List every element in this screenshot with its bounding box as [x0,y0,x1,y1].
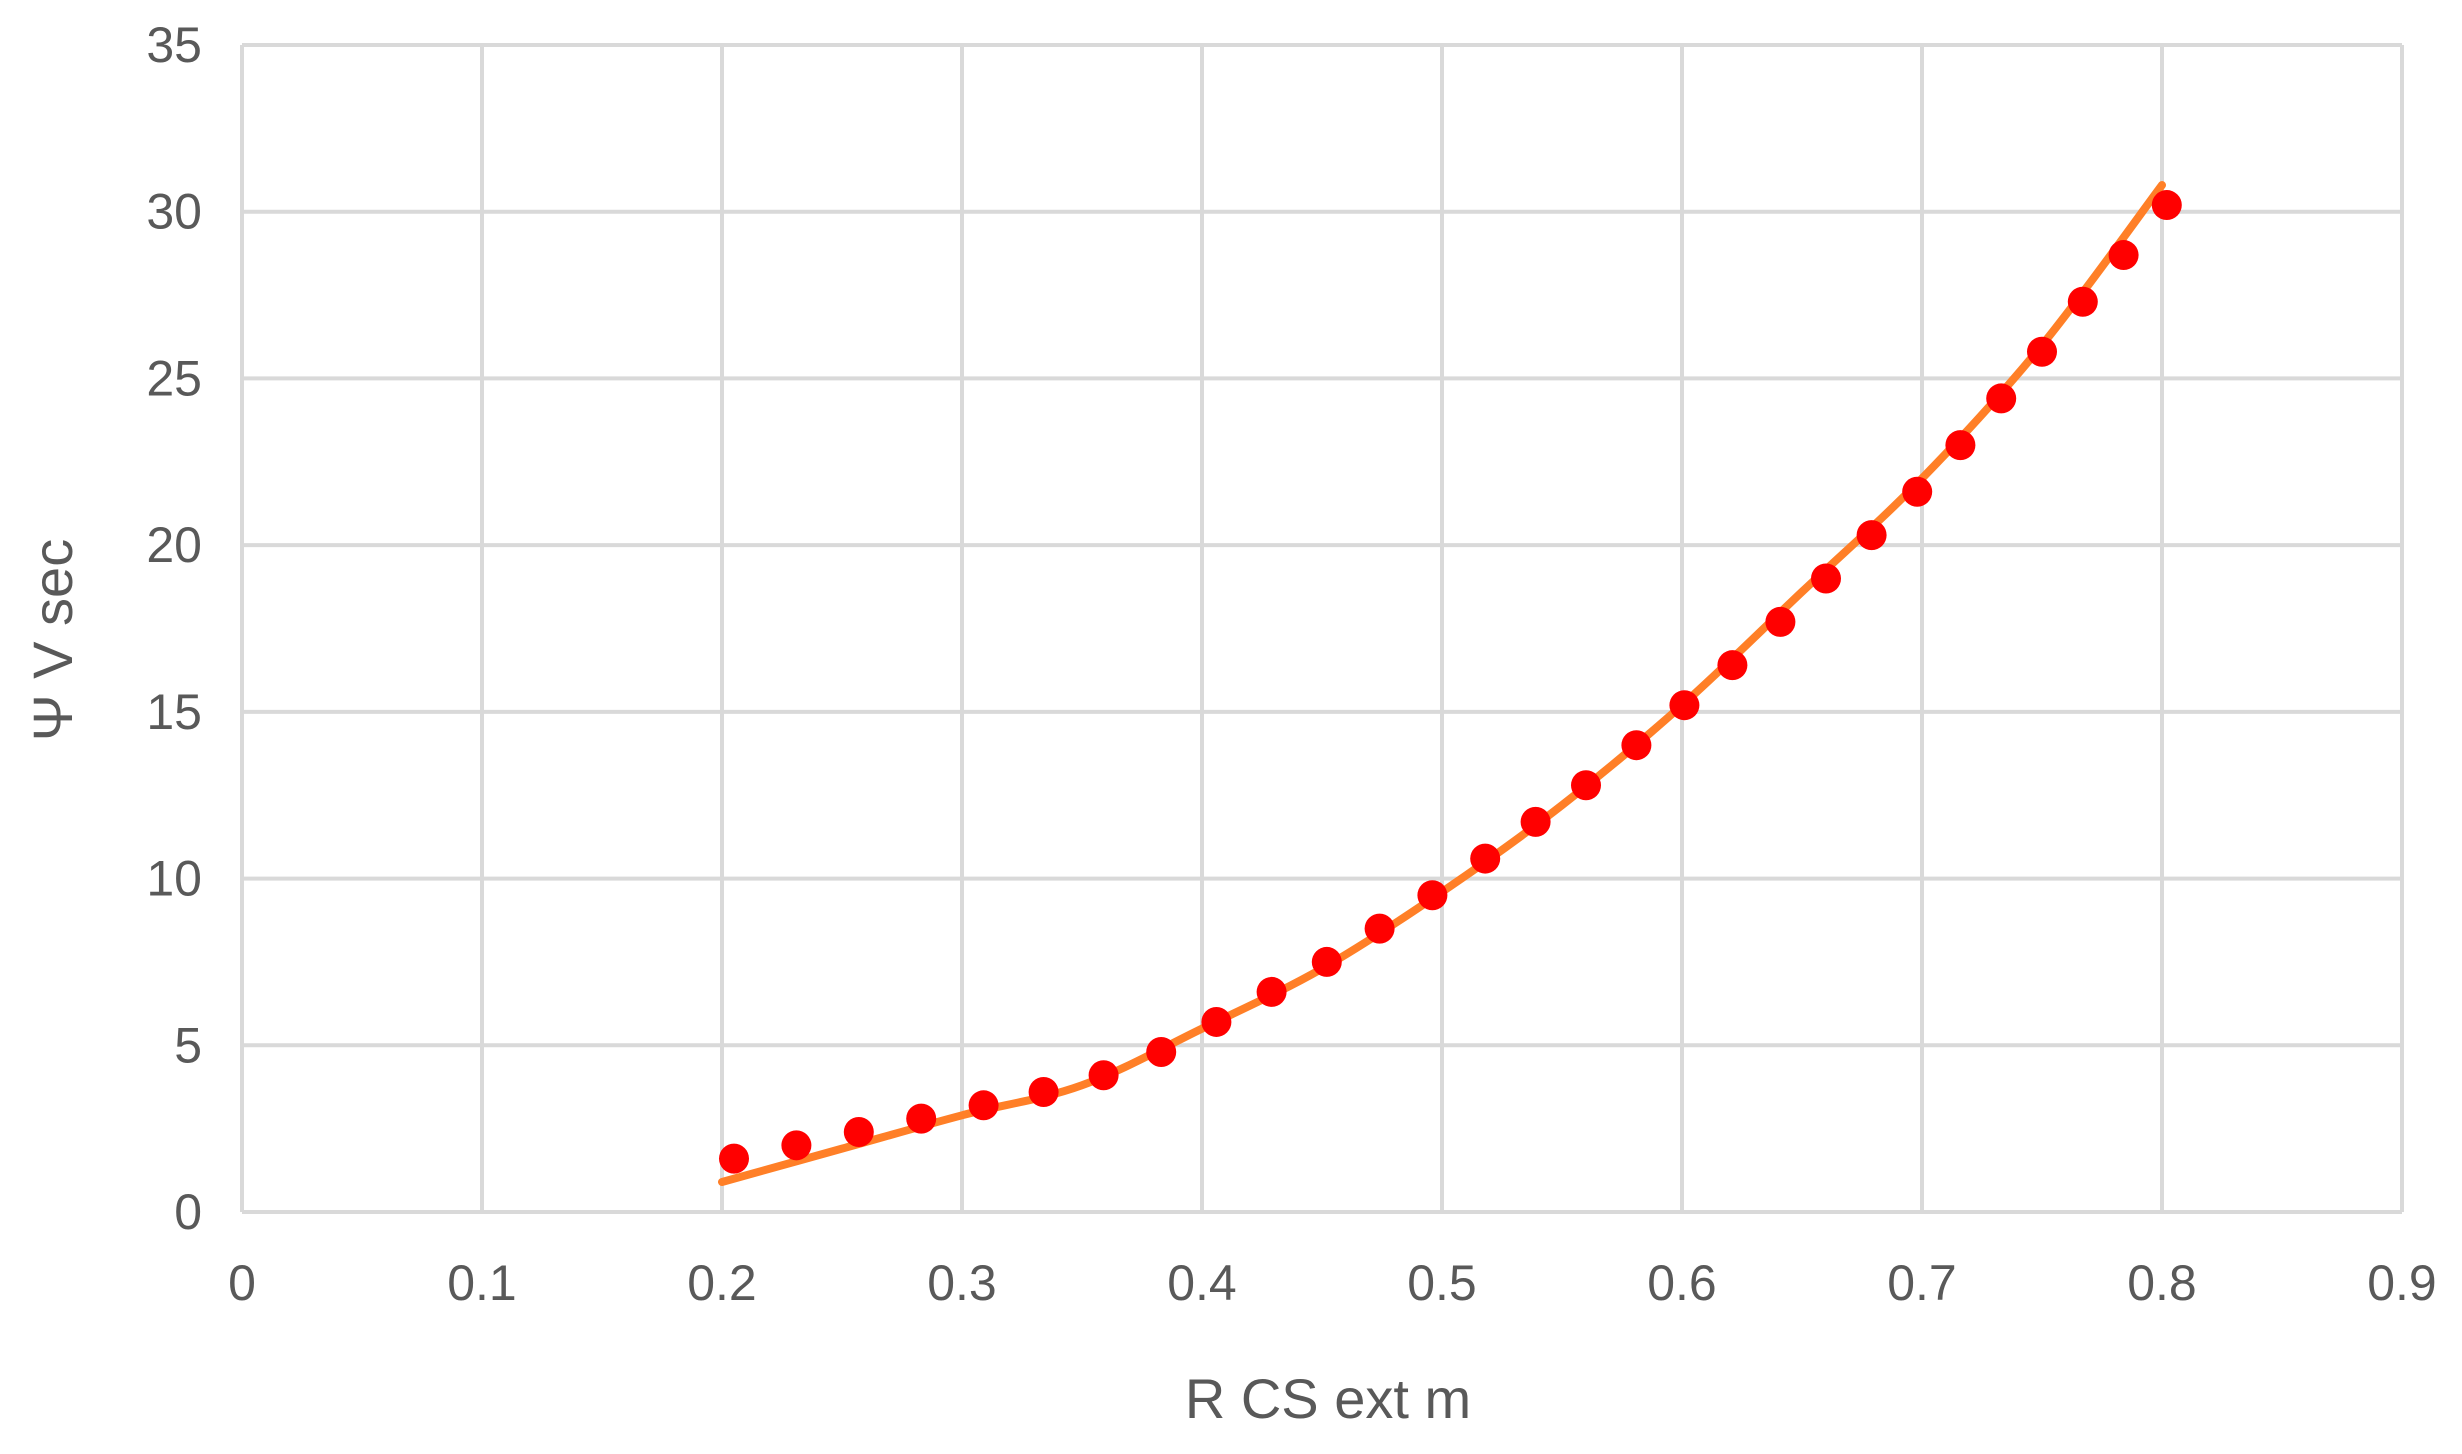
x-tick-label: 0.8 [2127,1255,2197,1311]
data-point [1520,806,1551,837]
grid-layer [242,43,2404,1212]
tick-label-layer: 0 5 10 15 20 25 30 35 0 0.1 0.2 0.3 0.4 0.5 0.6 0.7 0.8 0… [146,17,2436,1311]
x-tick-label: 0.3 [927,1255,997,1311]
data-point [1088,1060,1119,1091]
x-tick-label: 0.1 [447,1255,517,1311]
data-point [1811,563,1841,594]
data-point [1146,1036,1177,1067]
x-tick-label: 0.9 [2367,1255,2437,1311]
y-tick-label: 30 [146,184,202,240]
x-tick-label: 0.2 [687,1255,757,1311]
data-point [1621,730,1652,761]
data-point [2067,286,2098,317]
data-point [1256,976,1287,1007]
x-tick-label: 0.5 [1407,1255,1477,1311]
series-layer [718,181,2182,1186]
x-tick-label: 0.4 [1167,1255,1237,1311]
y-tick-label: 0 [174,1184,202,1240]
y-tick-label: 10 [146,851,202,907]
data-point [1470,843,1501,874]
data-point [1417,880,1448,911]
y-tick-label: 20 [146,517,202,573]
data-point [1856,520,1887,551]
data-point [1986,383,2017,414]
data-point [1201,1006,1232,1037]
data-point [1028,1076,1059,1107]
x-tick-label: 0.7 [1887,1255,1957,1311]
data-point [781,1130,812,1161]
data-point [906,1103,937,1134]
y-tick-label: 5 [174,1017,202,1073]
trend-line [718,181,2166,1186]
data-point [1765,606,1796,637]
y-tick-label: 25 [146,350,202,406]
data-point [1902,476,1933,507]
x-axis-title: R CS ext m [1185,1367,1471,1430]
data-point [1945,430,1976,461]
data-point [968,1090,999,1121]
x-tick-label: 0.6 [1647,1255,1717,1311]
data-point [1669,690,1700,721]
data-point [1717,650,1748,681]
data-point [1571,770,1601,801]
data-point [2027,336,2057,367]
data-point [1364,913,1395,944]
data-point [1311,946,1342,977]
y-axis-title: Ψ V sec [21,539,84,741]
axis-layer [240,45,2402,1214]
x-tick-label: 0 [228,1255,256,1311]
data-point [843,1116,874,1147]
data-point [2108,240,2139,271]
data-point [719,1143,749,1174]
y-tick-label: 35 [146,17,202,73]
data-point [2151,190,2182,221]
y-tick-label: 15 [146,684,202,740]
